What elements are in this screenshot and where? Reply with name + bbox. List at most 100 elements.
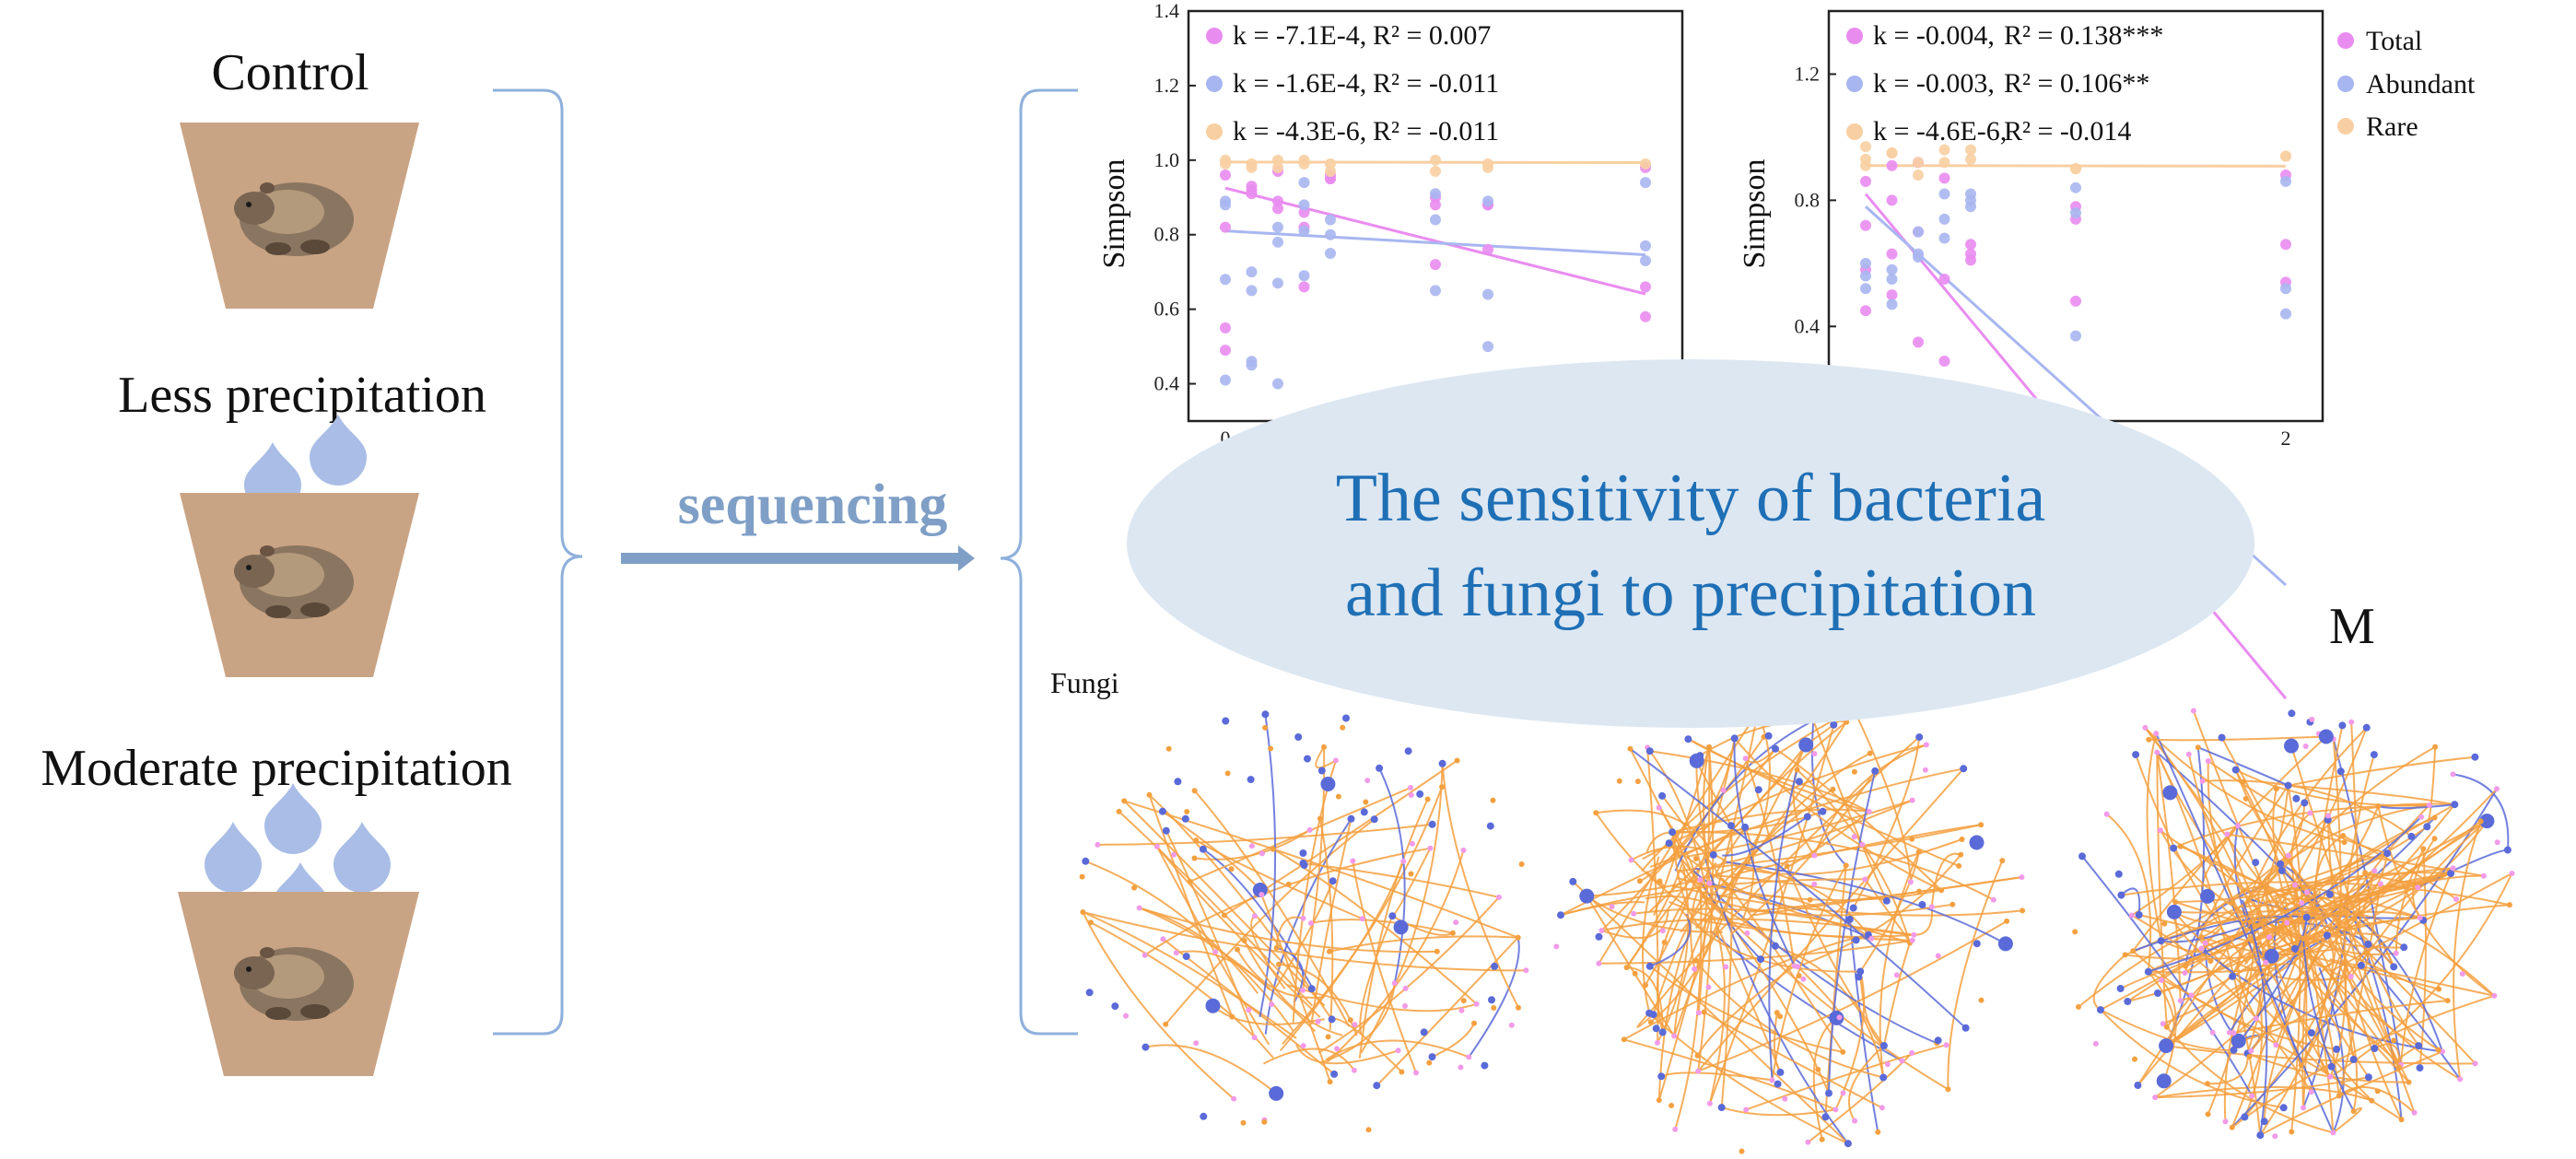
network-node [1999,858,2006,864]
data-point-total [1886,194,1898,206]
network-node [2072,929,2078,935]
stat-r2: R² = 0.138*** [2004,20,2163,51]
network-node [1276,961,1282,967]
network-node [1671,1033,1678,1039]
network-node [2182,970,2188,976]
network-node [1273,944,1280,951]
network-node [1079,873,1085,880]
network-node [1248,843,1255,849]
network-node [2284,919,2290,926]
network-node [1879,1042,1888,1049]
network-node [1329,877,1337,885]
network-node [2377,881,2383,887]
network-node [2357,911,2363,918]
network-edge [1687,738,1960,867]
data-point-abundant [2280,175,2291,187]
data-point-total [1640,310,1651,322]
network-node [2229,972,2237,980]
network-node [2161,920,2168,927]
network-node [1859,841,1866,848]
network-node [2327,1073,2334,1080]
network-edge [2207,929,2256,1115]
stat-slope: k = -0.004, [1873,20,1995,51]
network-node [2301,799,2309,807]
fit-line-abundant [1224,229,1646,257]
network-node [2209,1029,2216,1036]
data-point-rare [1913,157,1924,169]
stat-r2: R² = -0.014 [2004,116,2131,146]
network-node [1193,1040,1200,1047]
network-edge [1325,1039,1469,1060]
network-edge [1329,935,1518,953]
network-node [1181,814,1189,823]
network-node [1815,1066,1821,1072]
network-node [1434,948,1440,954]
network-node [2004,918,2010,924]
data-point-abundant [2070,181,2081,193]
data-point-abundant [1272,221,1283,233]
network-node [2205,1081,2210,1087]
data-point-rare [1298,154,1310,166]
network-edge [2100,1009,2234,1051]
network-node [2333,1045,2341,1053]
network-node [2491,992,2498,999]
network-edge [1212,1004,1325,1025]
network-node [2338,721,2347,730]
network-edge [1145,1044,1277,1095]
data-point-abundant [1938,232,1950,244]
network-node [1347,1017,1353,1024]
network-node [1490,797,1496,803]
treatment-less-precipitation: Less precipitation [118,367,486,677]
data-point-abundant [1913,252,1924,263]
network-node [1306,826,1313,833]
network-node [1408,792,1414,798]
stat-marker [1206,28,1223,44]
network-edge [1272,848,1478,1005]
network-node [2418,814,2424,820]
network-node [2494,786,2500,792]
network-edge [1649,750,1870,813]
network-node [1627,745,1633,752]
data-point-total [1886,248,1898,260]
network-node [1743,1106,1750,1113]
network-edge [1084,860,1259,994]
network-edge [1082,911,1297,1039]
data-point-total [1965,239,1976,251]
network-node [1943,1042,1950,1048]
network-node [2231,1033,2246,1048]
right-bracket [1000,88,1078,1036]
data-point-total [1860,305,1871,317]
network-edge [1139,907,1437,954]
network-node [2156,1073,2172,1089]
network-edge [1317,896,1500,1054]
x-tick-label: 2 [2281,427,2291,450]
network-node [1364,778,1371,784]
data-point-abundant [1886,299,1898,310]
network-edge [2184,785,2289,974]
network-node [1909,937,1915,943]
network-node [1701,1009,1707,1015]
network-edge [2378,803,2455,810]
y-tick-label: 0.4 [1795,314,1821,337]
network-node [1351,1067,1357,1073]
network-edge [1243,940,1343,1036]
network-edge [2207,1053,2249,1085]
network-node [1596,960,1602,966]
network-node [2247,919,2254,925]
network-node [1270,846,1276,852]
network-node [2160,1021,2166,1027]
network-node [1320,777,1336,791]
co-occurrence-networks: Fungi M [1050,598,2515,1154]
network-edge [2221,901,2245,924]
x-axis-ticks: 2 [2281,427,2291,450]
network-nodes [2072,708,2515,1140]
treatment-label-moderate: Moderate precipitation [41,740,512,797]
network-node [1359,916,1365,922]
network-node [1388,912,1397,920]
network-edge [2137,941,2262,1086]
data-point-abundant [1272,236,1283,248]
network-node [1669,1103,1675,1108]
network-graph-3 [2072,708,2515,1140]
network-node [2092,1040,2099,1047]
network-node [1473,1001,1480,1007]
